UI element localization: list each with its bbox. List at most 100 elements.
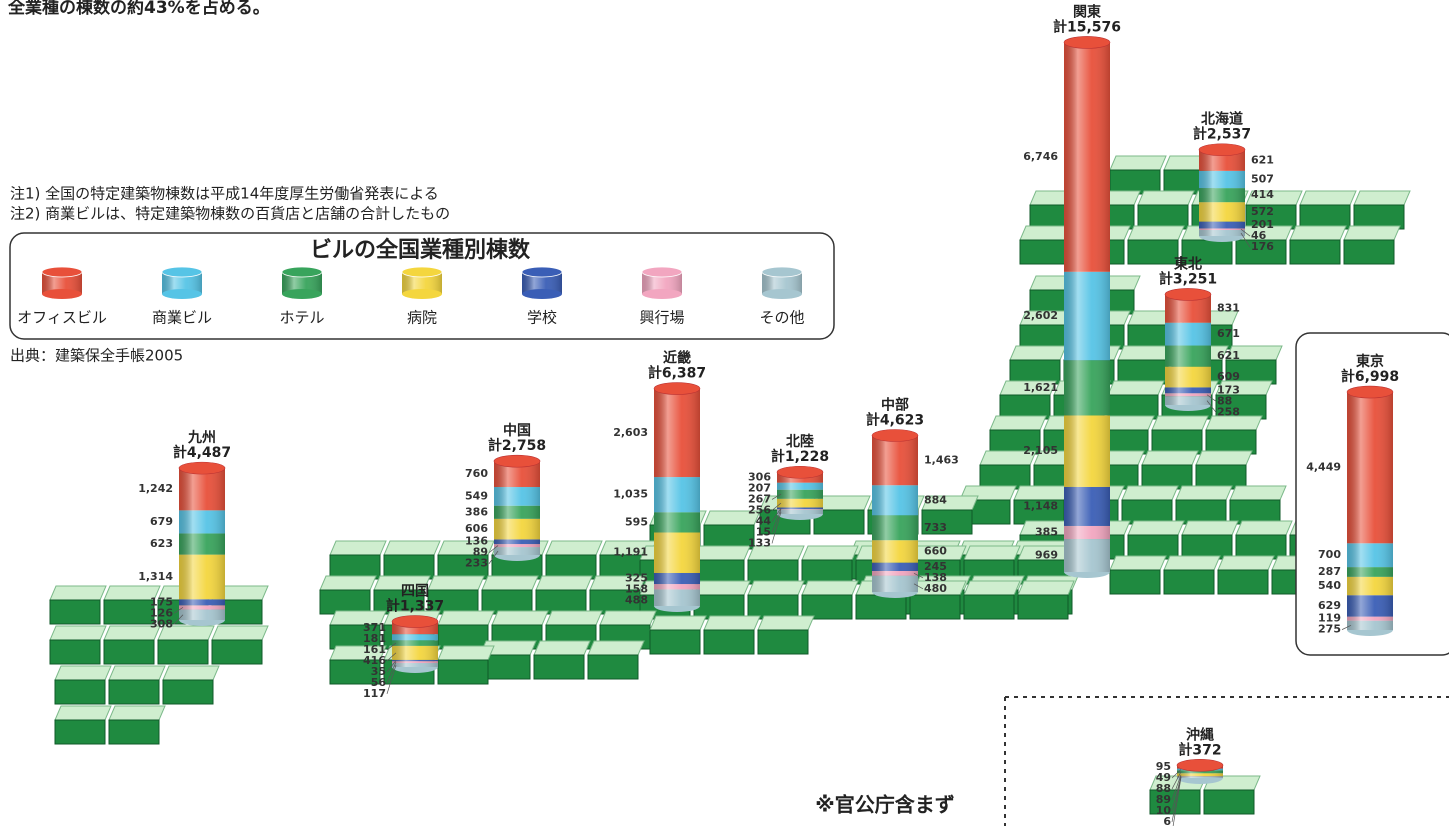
value-label: 15 [756, 525, 771, 538]
map-block-top [693, 545, 751, 561]
map-block-top [1017, 580, 1075, 596]
map-block-top [545, 610, 603, 626]
map-block-top [319, 575, 377, 591]
value-label: 287 [1318, 565, 1341, 578]
region-name: 東北 [1174, 255, 1202, 272]
map-block-top [1175, 485, 1233, 501]
map-block-top [1289, 225, 1347, 241]
map-block-top [1353, 190, 1411, 206]
map-block-front [49, 599, 101, 625]
map-block-top [1217, 555, 1275, 571]
map-block-top [54, 705, 112, 721]
legend-shine [642, 272, 682, 294]
map-block-top [757, 615, 815, 631]
legend-swatch-bottom [642, 289, 682, 299]
region-total: 計4,487 [173, 444, 231, 461]
map-block-top [1013, 485, 1071, 501]
value-label: 623 [150, 537, 173, 550]
value-label: 138 [924, 571, 947, 584]
map-block-front [437, 624, 489, 650]
map-block-front [103, 639, 155, 665]
map-block-front [757, 629, 809, 655]
legend-swatch-top [281, 266, 323, 278]
map-block-front [747, 594, 799, 620]
map-block-front [703, 629, 755, 655]
map-block-front [1149, 789, 1201, 815]
map-block-front [921, 509, 973, 535]
value-label: 371 [363, 621, 386, 634]
map-block-front [1175, 499, 1227, 525]
map-block-top [963, 580, 1021, 596]
legend-label: ホテル [279, 309, 324, 327]
value-label: 629 [1318, 599, 1341, 612]
value-label: 884 [924, 493, 947, 506]
leader-line [1171, 776, 1182, 812]
map-block-front [533, 654, 585, 680]
region-total: 計2,758 [488, 437, 546, 454]
value-label: 95 [1156, 760, 1171, 773]
value-label: 126 [150, 606, 173, 619]
map-block-front [535, 589, 587, 615]
map-block-front [589, 589, 641, 615]
map-block-front [329, 659, 381, 685]
map-block-front [437, 659, 489, 685]
legend-swatch-top [401, 266, 443, 278]
legend-swatch-bottom [522, 289, 562, 299]
leader-line [1172, 777, 1182, 826]
value-label: 671 [1217, 327, 1240, 340]
value-label: 831 [1217, 302, 1240, 315]
map-block-top [49, 625, 107, 641]
cylinder-top [1198, 143, 1246, 157]
value-label: 760 [465, 467, 488, 480]
value-label: 679 [150, 515, 173, 528]
map-block-top [1121, 485, 1179, 501]
map-block-top [49, 585, 107, 601]
legend-label: オフィスビル [17, 309, 107, 327]
map-block-front [1121, 499, 1173, 525]
map-block-front [1163, 569, 1215, 595]
value-label: 207 [748, 481, 771, 494]
map-block-top [162, 665, 220, 681]
legend-swatch-bottom [762, 289, 802, 299]
leader-line [1171, 769, 1182, 779]
leader-line [386, 642, 397, 651]
cylinder-shine [1165, 294, 1211, 405]
cylinder-top [1176, 759, 1224, 772]
map-block-front [103, 599, 155, 625]
map-block-top [1127, 225, 1185, 241]
value-label: 1,191 [613, 546, 648, 559]
value-label: 609 [1217, 370, 1240, 383]
note: 注1) 全国の特定建築物棟数は平成14年度厚生労働省発表による [10, 185, 439, 203]
value-label: 2,602 [1023, 309, 1058, 322]
value-label: 1,242 [138, 482, 173, 495]
map-block-top [1299, 190, 1357, 206]
leader-line [913, 573, 924, 579]
leader-line [386, 660, 397, 673]
map-block-top [1181, 520, 1239, 536]
value-label: 621 [1217, 349, 1240, 362]
cylinder-top [1063, 36, 1111, 49]
region-total: 計6,998 [1341, 368, 1399, 385]
map-block-front [1019, 324, 1071, 350]
value-label: 10 [1156, 804, 1172, 817]
map-block-front [329, 624, 381, 650]
region-total: 計6,387 [648, 365, 706, 382]
region-name: 中国 [503, 422, 531, 439]
cylinder-shine [179, 468, 225, 620]
region-total: 計15,576 [1053, 18, 1121, 35]
value-label: 88 [1156, 782, 1171, 795]
map-block-front [999, 394, 1051, 420]
map-block-front [1245, 204, 1297, 230]
value-label: 700 [1318, 548, 1341, 561]
legend-title: ビルの全国業種別棟数 [310, 237, 531, 263]
cylinder-shine [1064, 42, 1110, 572]
map-block-top [1137, 190, 1195, 206]
value-label: 2,603 [613, 426, 648, 439]
leader-line [1240, 232, 1251, 248]
value-label: 416 [363, 654, 386, 667]
map-block-front [1235, 534, 1287, 560]
value-label: 606 [465, 522, 488, 535]
map-block-top [703, 615, 761, 631]
map-block-front [1013, 499, 1065, 525]
